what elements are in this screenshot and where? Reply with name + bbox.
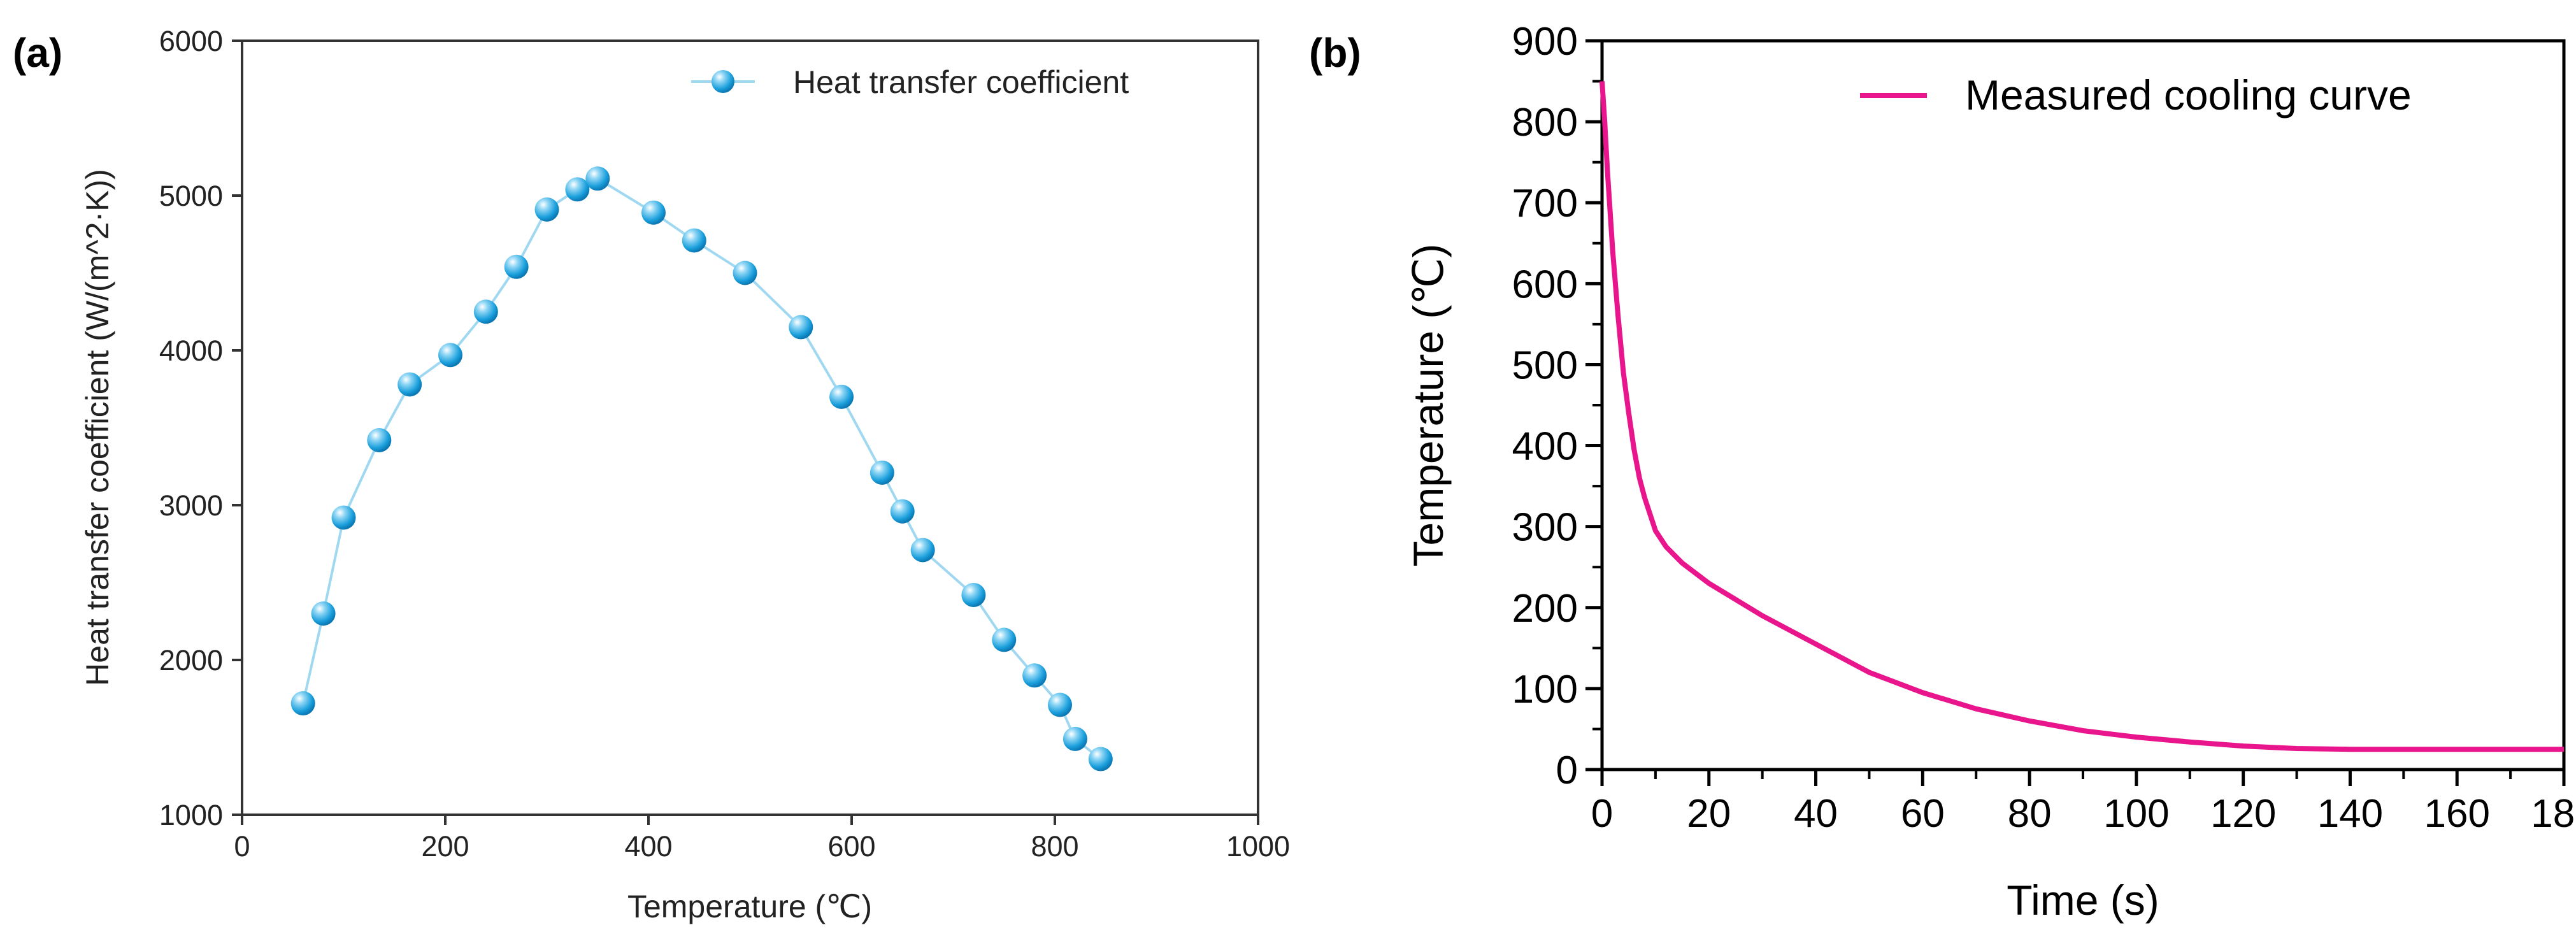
x-tick-label-b: 0 bbox=[1591, 792, 1613, 836]
data-point-a bbox=[890, 499, 915, 524]
data-point-a bbox=[992, 627, 1017, 652]
x-tick-label-b: 20 bbox=[1687, 792, 1731, 836]
x-tick-label-b: 120 bbox=[2210, 792, 2276, 836]
x-tick-label-b: 180 bbox=[2531, 792, 2576, 836]
y-tick-label-b: 800 bbox=[1512, 101, 1578, 145]
y-tick-label-b: 300 bbox=[1512, 506, 1578, 550]
data-point-a bbox=[1047, 692, 1072, 717]
x-tick-label-a: 0 bbox=[234, 830, 250, 863]
y-tick-label-a: 5000 bbox=[159, 180, 223, 212]
y-tick-label-a: 2000 bbox=[159, 644, 223, 677]
y-tick-label-b: 0 bbox=[1556, 749, 1578, 792]
plot-frame-a bbox=[241, 39, 1259, 816]
y-axis-title-b: Temperature (℃) bbox=[1405, 244, 1452, 567]
data-point-a bbox=[789, 315, 813, 340]
x-axis-title-a: Temperature (℃) bbox=[627, 889, 872, 924]
y-axis-ticks-a: 1000 2000 3000 4000 5000 6000 bbox=[159, 25, 242, 831]
panel-b: (b) 0 20 40 60 80 100 120 140 160 180 0 100 200 300 4… bbox=[1309, 20, 2576, 924]
data-point-a bbox=[1022, 663, 1047, 688]
data-point-a bbox=[961, 582, 986, 607]
data-point-a bbox=[397, 372, 422, 397]
series-b bbox=[1599, 81, 2564, 752]
data-point-a bbox=[1063, 726, 1087, 751]
x-tick-label-b: 40 bbox=[1794, 792, 1838, 836]
x-axis-ticks-a: 0 200 400 600 800 1000 bbox=[234, 815, 1290, 863]
y-tick-label-b: 100 bbox=[1512, 668, 1578, 712]
panel-a: (a) 0 200 400 600 800 1000 1000 2000 3000 4000 50… bbox=[13, 25, 1290, 924]
y-tick-label-a: 3000 bbox=[159, 489, 223, 522]
data-point-a bbox=[311, 601, 336, 626]
legend-marker-a bbox=[712, 70, 734, 93]
y-tick-label-b: 700 bbox=[1512, 182, 1578, 226]
panel-label-b: (b) bbox=[1309, 30, 1361, 76]
legend-a: Heat transfer coefficient bbox=[691, 64, 1129, 100]
data-point-a bbox=[367, 427, 392, 452]
series-line-b bbox=[1599, 81, 2564, 752]
data-point-a bbox=[641, 200, 666, 225]
plot-frame-b bbox=[1600, 39, 2566, 771]
data-point-a bbox=[504, 254, 529, 279]
x-axis-ticks-b: 0 20 40 60 80 100 120 140 160 180 bbox=[1591, 770, 2576, 836]
data-point-a bbox=[585, 166, 610, 191]
x-axis-title-b: Time (s) bbox=[2007, 877, 2159, 924]
data-point-a bbox=[331, 505, 356, 530]
y-tick-label-a: 6000 bbox=[159, 25, 223, 57]
data-point-a bbox=[438, 343, 462, 368]
y-tick-label-b: 200 bbox=[1512, 587, 1578, 631]
x-tick-label-b: 140 bbox=[2317, 792, 2383, 836]
x-tick-label-b: 80 bbox=[2008, 792, 2052, 836]
data-point-a bbox=[290, 691, 315, 716]
data-point-a bbox=[682, 228, 706, 253]
legend-label-a: Heat transfer coefficient bbox=[793, 64, 1129, 100]
x-tick-label-a: 600 bbox=[827, 830, 875, 863]
y-tick-label-b: 600 bbox=[1512, 262, 1578, 306]
y-tick-label-a: 4000 bbox=[159, 334, 223, 367]
y-axis-title-a: Heat transfer coefficient (W/(m^2·K)) bbox=[80, 169, 115, 686]
legend-b: Measured cooling curve bbox=[1860, 71, 2412, 118]
y-axis-ticks-b: 0 100 200 300 400 500 600 700 800 900 bbox=[1512, 20, 1602, 792]
data-point-a bbox=[1088, 747, 1113, 771]
x-tick-label-b: 100 bbox=[2103, 792, 2169, 836]
y-tick-label-b: 900 bbox=[1512, 20, 1578, 64]
panel-label-a: (a) bbox=[13, 30, 62, 76]
data-point-a bbox=[565, 177, 590, 202]
y-tick-label-b: 400 bbox=[1512, 425, 1578, 469]
series-a bbox=[290, 166, 1113, 771]
data-point-a bbox=[473, 299, 498, 324]
x-tick-label-b: 60 bbox=[1901, 792, 1945, 836]
x-tick-label-a: 400 bbox=[624, 830, 672, 863]
x-tick-label-a: 1000 bbox=[1226, 830, 1290, 863]
x-tick-label-a: 800 bbox=[1031, 830, 1078, 863]
legend-label-b: Measured cooling curve bbox=[1965, 71, 2412, 118]
x-tick-label-b: 160 bbox=[2424, 792, 2489, 836]
data-point-a bbox=[910, 538, 935, 563]
x-tick-label-a: 200 bbox=[421, 830, 469, 863]
data-point-a bbox=[733, 261, 757, 285]
data-point-a bbox=[829, 384, 854, 409]
data-point-a bbox=[534, 197, 559, 222]
y-tick-label-b: 500 bbox=[1512, 343, 1578, 387]
series-line-a bbox=[301, 176, 1102, 761]
data-point-a bbox=[869, 460, 894, 485]
y-tick-label-a: 1000 bbox=[159, 799, 223, 831]
